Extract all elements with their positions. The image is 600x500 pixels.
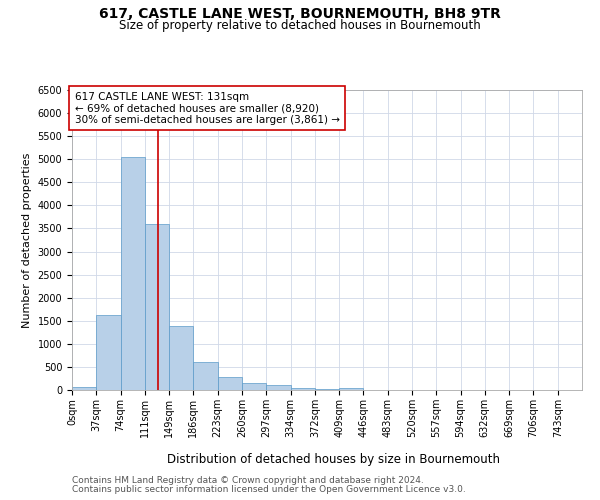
Text: Size of property relative to detached houses in Bournemouth: Size of property relative to detached ho… (119, 19, 481, 32)
Bar (315, 388, 339, 390)
Text: Contains public sector information licensed under the Open Government Licence v3: Contains public sector information licen… (72, 485, 466, 494)
Bar (218, 376, 242, 390)
Bar (72, 387, 96, 390)
Bar (290, 388, 315, 390)
Text: 617 CASTLE LANE WEST: 131sqm
← 69% of detached houses are smaller (8,920)
30% of: 617 CASTLE LANE WEST: 131sqm ← 69% of de… (74, 92, 340, 124)
Bar (169, 326, 193, 390)
Bar (339, 388, 364, 390)
Bar (145, 224, 169, 390)
Y-axis label: Number of detached properties: Number of detached properties (22, 152, 32, 328)
Text: 617, CASTLE LANE WEST, BOURNEMOUTH, BH8 9TR: 617, CASTLE LANE WEST, BOURNEMOUTH, BH8 … (99, 8, 501, 22)
Text: Contains HM Land Registry data © Crown copyright and database right 2024.: Contains HM Land Registry data © Crown c… (72, 476, 424, 485)
Text: Distribution of detached houses by size in Bournemouth: Distribution of detached houses by size … (167, 452, 500, 466)
Bar (193, 362, 218, 390)
Bar (266, 386, 290, 390)
Bar (242, 383, 266, 390)
Bar (96, 315, 121, 390)
Bar (121, 157, 145, 390)
